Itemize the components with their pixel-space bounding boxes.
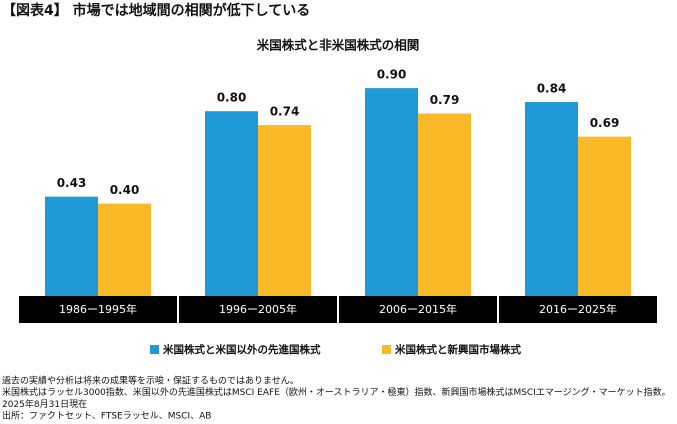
legend-label: 米国株式と米国以外の先進国株式 [162,343,321,356]
data-label: 0.90 [377,68,407,82]
legend-swatch [150,345,159,354]
bar [525,101,578,297]
bar [418,113,471,296]
data-label: 0.40 [110,183,140,197]
footnote: 米国株式はラッセル3000指数、米国以外の先進国株式はMSCI EAFE（欧州・… [2,386,671,398]
category-box [19,296,177,323]
category-box [179,296,337,323]
bar [578,136,631,296]
data-label: 0.79 [430,93,460,107]
footnote: 出所：ファクトセット、FTSEラッセル、MSCI、AB [2,410,211,422]
bar [365,88,418,296]
footnote: 2025年8月31日現在 [2,398,87,410]
category-box [339,296,497,323]
x-tick-label: 1996ー2005年 [219,302,297,316]
footnote: 過去の実績や分析は将来の成果等を示唆・保証するものではありません。 [2,375,299,387]
x-tick-label: 1986ー1995年 [59,302,137,316]
category-box [499,296,657,323]
data-label: 0.80 [217,91,247,105]
legend-swatch [382,345,391,354]
chart-title: 【図表4】 市場では地域間の相関が低下している [2,2,310,19]
bar [45,196,98,296]
bar [205,111,258,296]
x-tick-label: 2016ー2025年 [539,302,617,316]
x-tick-label: 2006ー2015年 [379,302,457,316]
bar [258,125,311,296]
bar [98,203,151,296]
data-label: 0.84 [537,81,567,95]
data-label: 0.69 [590,116,620,130]
data-label: 0.74 [270,105,300,119]
legend-label: 米国株式と新興国市場株式 [394,343,521,356]
data-label: 0.43 [57,176,87,190]
chart-subtitle: 米国株式と非米国株式の相関 [256,38,420,53]
